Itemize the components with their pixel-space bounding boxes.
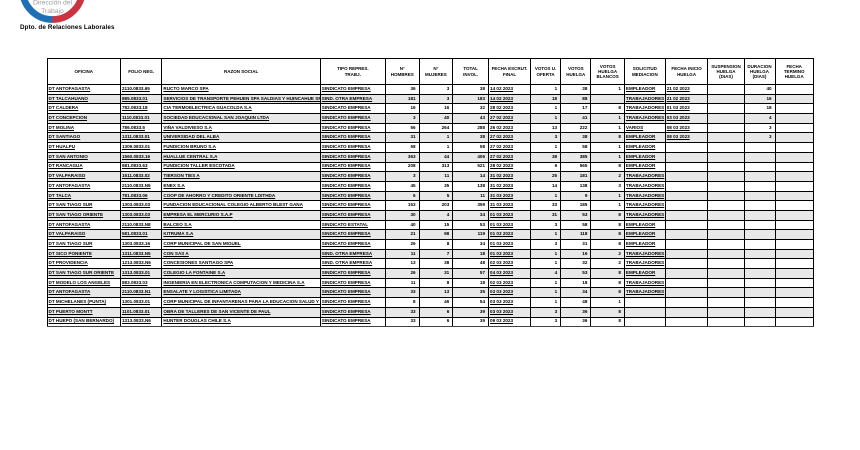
svg-text:Trabajo: Trabajo — [41, 8, 64, 15]
svg-text:Dirección del: Dirección del — [33, 0, 73, 7]
